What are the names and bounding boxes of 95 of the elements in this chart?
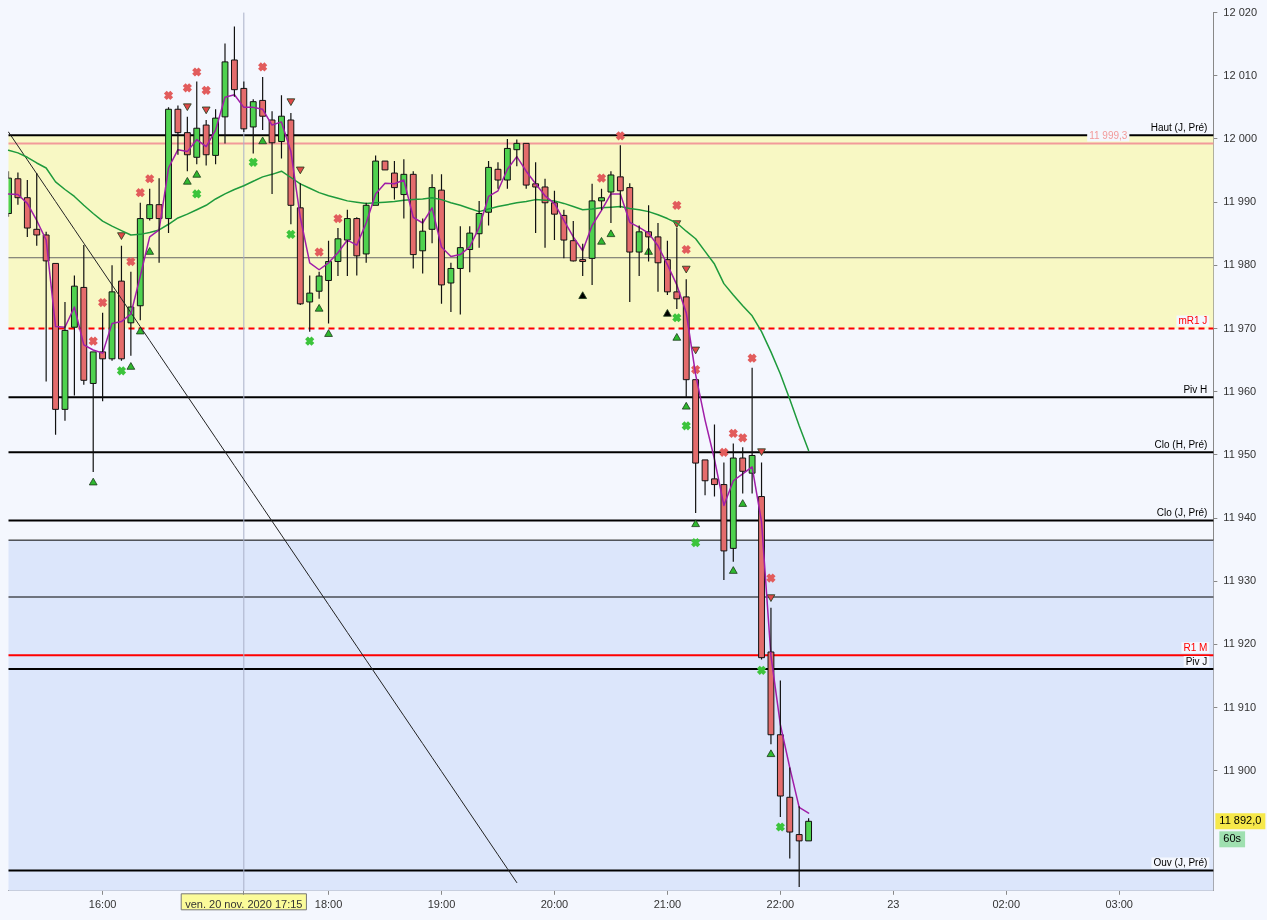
- point: [615, 130, 626, 141]
- point: [691, 519, 700, 528]
- point: [718, 447, 730, 458]
- point: [145, 247, 154, 255]
- x-tick-label: ven. 20 nov. 2020 17:15: [185, 898, 303, 911]
- x-tick-label: 23: [887, 898, 900, 911]
- point: [691, 346, 700, 355]
- point: [597, 237, 606, 245]
- point: [332, 213, 344, 224]
- point: [183, 103, 192, 112]
- point: [192, 170, 202, 178]
- x-tick-label: 02:00: [992, 898, 1021, 911]
- point: [746, 353, 758, 364]
- point: [248, 157, 259, 168]
- ref-line-label: Clo (H, Pré): [1154, 439, 1208, 451]
- point: [766, 749, 776, 757]
- point: [663, 309, 672, 317]
- point: [163, 90, 174, 101]
- ref-line-label: Piv J: [1185, 655, 1208, 667]
- point: [756, 665, 767, 676]
- text: 60s: [1223, 832, 1242, 845]
- point: [125, 256, 137, 267]
- y-tick-label: 11 980: [1223, 258, 1257, 271]
- point: [729, 566, 738, 574]
- candlestick: [325, 240, 332, 325]
- point: [144, 173, 155, 184]
- ref-line-label: mR1 J: [1178, 315, 1208, 327]
- point: [672, 333, 682, 341]
- ref-line-label: Ouv (J, Pré): [1153, 857, 1208, 869]
- point: [183, 177, 192, 185]
- point: [738, 499, 748, 507]
- point: [200, 85, 212, 96]
- point: [681, 401, 691, 410]
- point: [671, 200, 682, 211]
- point: [285, 229, 297, 240]
- point: [116, 365, 127, 377]
- point: [296, 166, 305, 175]
- point: [681, 265, 691, 274]
- x-tick-label: 18:00: [314, 898, 343, 911]
- y-tick-label: 11 990: [1223, 195, 1257, 208]
- y-tick-label: 12 000: [1223, 131, 1258, 144]
- point: [258, 136, 267, 145]
- x-tick-label: 19:00: [427, 898, 456, 911]
- ref-line-label: R1 M: [1183, 641, 1208, 653]
- point: [766, 594, 776, 602]
- x-tick-label: 03:00: [1105, 898, 1133, 911]
- point: [313, 246, 325, 258]
- point: [765, 572, 777, 584]
- point: [324, 329, 333, 337]
- point: [135, 326, 145, 335]
- x-tick-label: 21:00: [653, 898, 682, 911]
- point: [757, 448, 766, 456]
- point: [681, 244, 692, 255]
- point: [728, 428, 739, 439]
- point: [671, 312, 682, 323]
- point: [690, 537, 701, 548]
- x-tick-label: 16:00: [88, 898, 117, 911]
- point: [182, 82, 193, 93]
- point: [135, 187, 146, 198]
- point: [126, 362, 136, 370]
- y-tick-label: 11 910: [1223, 700, 1257, 713]
- ref-line-label: Piv H: [1183, 384, 1208, 396]
- point: [191, 188, 202, 200]
- x-tick-label: 20:00: [540, 898, 569, 911]
- ref-line-label: Haut (J, Pré): [1150, 121, 1208, 133]
- ref-line-label: 11 999,3: [1089, 130, 1128, 142]
- y-tick-label: 11 970: [1223, 321, 1257, 334]
- y-tick-label: 11 930: [1223, 574, 1257, 587]
- point: [596, 172, 607, 184]
- point: [304, 335, 315, 347]
- point: [775, 821, 786, 833]
- point: [578, 291, 587, 299]
- y-tick-label: 11 960: [1223, 384, 1257, 397]
- point: [314, 304, 324, 312]
- point: [97, 297, 108, 308]
- candlestick: [551, 190, 558, 241]
- point: [88, 335, 99, 347]
- point: [681, 420, 692, 431]
- point: [257, 61, 268, 73]
- point: [201, 106, 211, 115]
- y-tick-label: 12 010: [1223, 68, 1258, 81]
- point: [286, 98, 296, 106]
- text: 11 892,0: [1219, 814, 1262, 827]
- y-tick-label: 12 020: [1223, 5, 1258, 18]
- point: [191, 66, 202, 78]
- y-tick-label: 11 950: [1223, 447, 1257, 460]
- y-tick-label: 11 920: [1223, 637, 1257, 650]
- point: [737, 432, 748, 443]
- y-tick-label: 11 900: [1223, 763, 1257, 776]
- point: [117, 232, 126, 240]
- x-tick-label: 22:00: [766, 898, 795, 911]
- point: [88, 477, 98, 486]
- point: [606, 229, 616, 238]
- ref-line-label: Clo (J, Pré): [1156, 507, 1208, 519]
- y-tick-label: 11 940: [1223, 511, 1257, 524]
